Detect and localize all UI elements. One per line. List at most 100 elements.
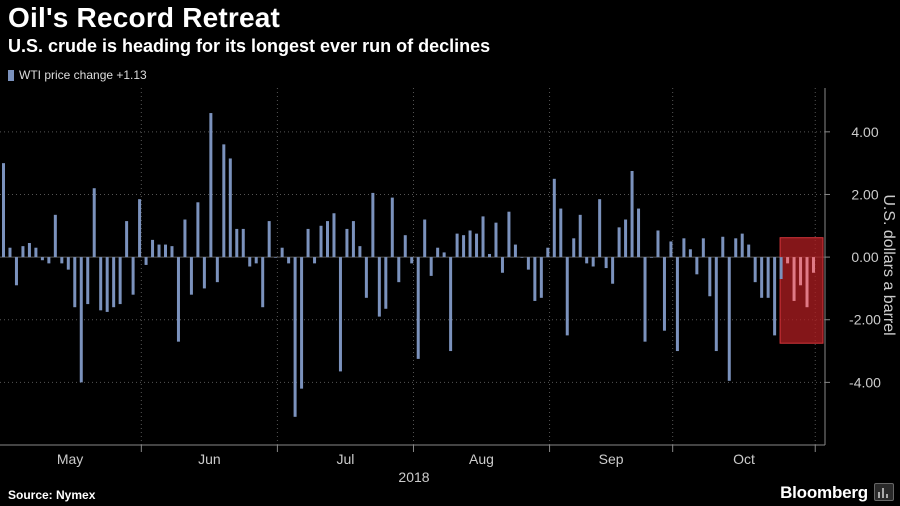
- bar: [410, 257, 414, 264]
- grid-lines: [0, 88, 825, 445]
- bar: [449, 257, 453, 352]
- bar: [565, 257, 569, 336]
- bar: [384, 257, 388, 309]
- bar: [740, 233, 744, 258]
- bar: [695, 257, 699, 275]
- bar: [585, 257, 589, 264]
- x-tick-label: Jun: [198, 451, 221, 467]
- bars: [2, 113, 815, 417]
- bar: [228, 158, 232, 258]
- bar: [306, 228, 310, 258]
- bar: [539, 257, 543, 298]
- bar: [21, 246, 25, 258]
- bar: [416, 257, 420, 359]
- bar: [261, 257, 265, 308]
- bar: [287, 257, 291, 264]
- y-tick-label: 0.00: [851, 249, 878, 265]
- bar: [591, 257, 595, 267]
- x-tick-label: Oct: [733, 451, 755, 467]
- x-tick-label: May: [57, 451, 83, 467]
- bar: [390, 197, 394, 258]
- bar: [617, 227, 621, 258]
- bar: [125, 221, 129, 258]
- bar: [812, 257, 815, 273]
- chart-icon: [874, 483, 894, 501]
- bar: [462, 235, 466, 258]
- bar: [604, 257, 608, 269]
- bar: [235, 228, 239, 258]
- bar: [799, 257, 803, 286]
- bar: [183, 219, 187, 258]
- bar: [403, 235, 407, 258]
- bar: [760, 257, 764, 298]
- bar: [118, 257, 122, 305]
- bar: [47, 257, 51, 264]
- bar: [688, 249, 692, 258]
- y-tick-label: 4.00: [851, 124, 878, 140]
- bar: [151, 239, 155, 258]
- bar: [8, 247, 12, 258]
- bar: [455, 233, 459, 258]
- bar: [397, 257, 401, 283]
- bar: [546, 247, 550, 258]
- bar: [559, 208, 563, 258]
- bar: [669, 241, 673, 258]
- bar: [280, 247, 284, 258]
- bar: [189, 257, 193, 295]
- bar: [364, 257, 368, 298]
- bar: [27, 243, 31, 258]
- bar: [92, 188, 96, 258]
- bar: [701, 238, 705, 258]
- bar: [2, 163, 5, 258]
- legend-label: WTI price change +1.13: [19, 68, 147, 82]
- bar: [79, 257, 83, 383]
- legend-swatch: [8, 69, 14, 81]
- bar: [714, 257, 718, 352]
- bar: [66, 257, 70, 270]
- bar: [170, 246, 174, 258]
- bar: [138, 199, 142, 258]
- bar: [351, 221, 355, 258]
- x-tick-label: Sep: [599, 451, 624, 467]
- bar: [176, 257, 180, 342]
- x-tick-label: Aug: [469, 451, 494, 467]
- bar: [144, 257, 148, 265]
- bar: [300, 257, 304, 389]
- bar: [643, 257, 647, 342]
- bar: [526, 257, 530, 270]
- bar: [578, 214, 582, 258]
- legend: WTI price change +1.13: [8, 68, 147, 82]
- y-tick-labels: 4.00 2.00 0.00 -2.00 -4.00: [825, 124, 881, 390]
- bar: [53, 214, 57, 258]
- bar: [442, 252, 446, 258]
- bar: [637, 208, 641, 258]
- bar: [475, 233, 479, 258]
- x-tick-label: Jul: [336, 451, 354, 467]
- year-label: 2018: [398, 469, 429, 485]
- bar: [675, 257, 679, 352]
- bar: [611, 257, 615, 284]
- bar: [209, 113, 213, 258]
- bar: [520, 257, 524, 258]
- bar: [572, 238, 576, 258]
- bar: [488, 253, 491, 258]
- bar: [734, 238, 738, 258]
- bar: [241, 228, 245, 258]
- bar: [338, 257, 342, 372]
- chart-subtitle: U.S. crude is heading for its longest ev…: [8, 36, 491, 56]
- bar: [598, 199, 602, 258]
- bar: [112, 257, 116, 308]
- x-tick-labels: May Jun Jul Aug Sep Oct: [57, 445, 816, 467]
- highlight-box: [779, 237, 824, 344]
- bar: [481, 216, 485, 258]
- bar: [624, 219, 628, 258]
- bar: [196, 202, 200, 258]
- y-tick-label: -2.00: [849, 312, 881, 328]
- bar: [73, 257, 77, 308]
- bar: [747, 244, 751, 258]
- source-note: Source: Nymex: [8, 488, 96, 502]
- bar: [533, 257, 537, 301]
- y-tick-label: 2.00: [851, 186, 878, 202]
- bar: [468, 230, 472, 258]
